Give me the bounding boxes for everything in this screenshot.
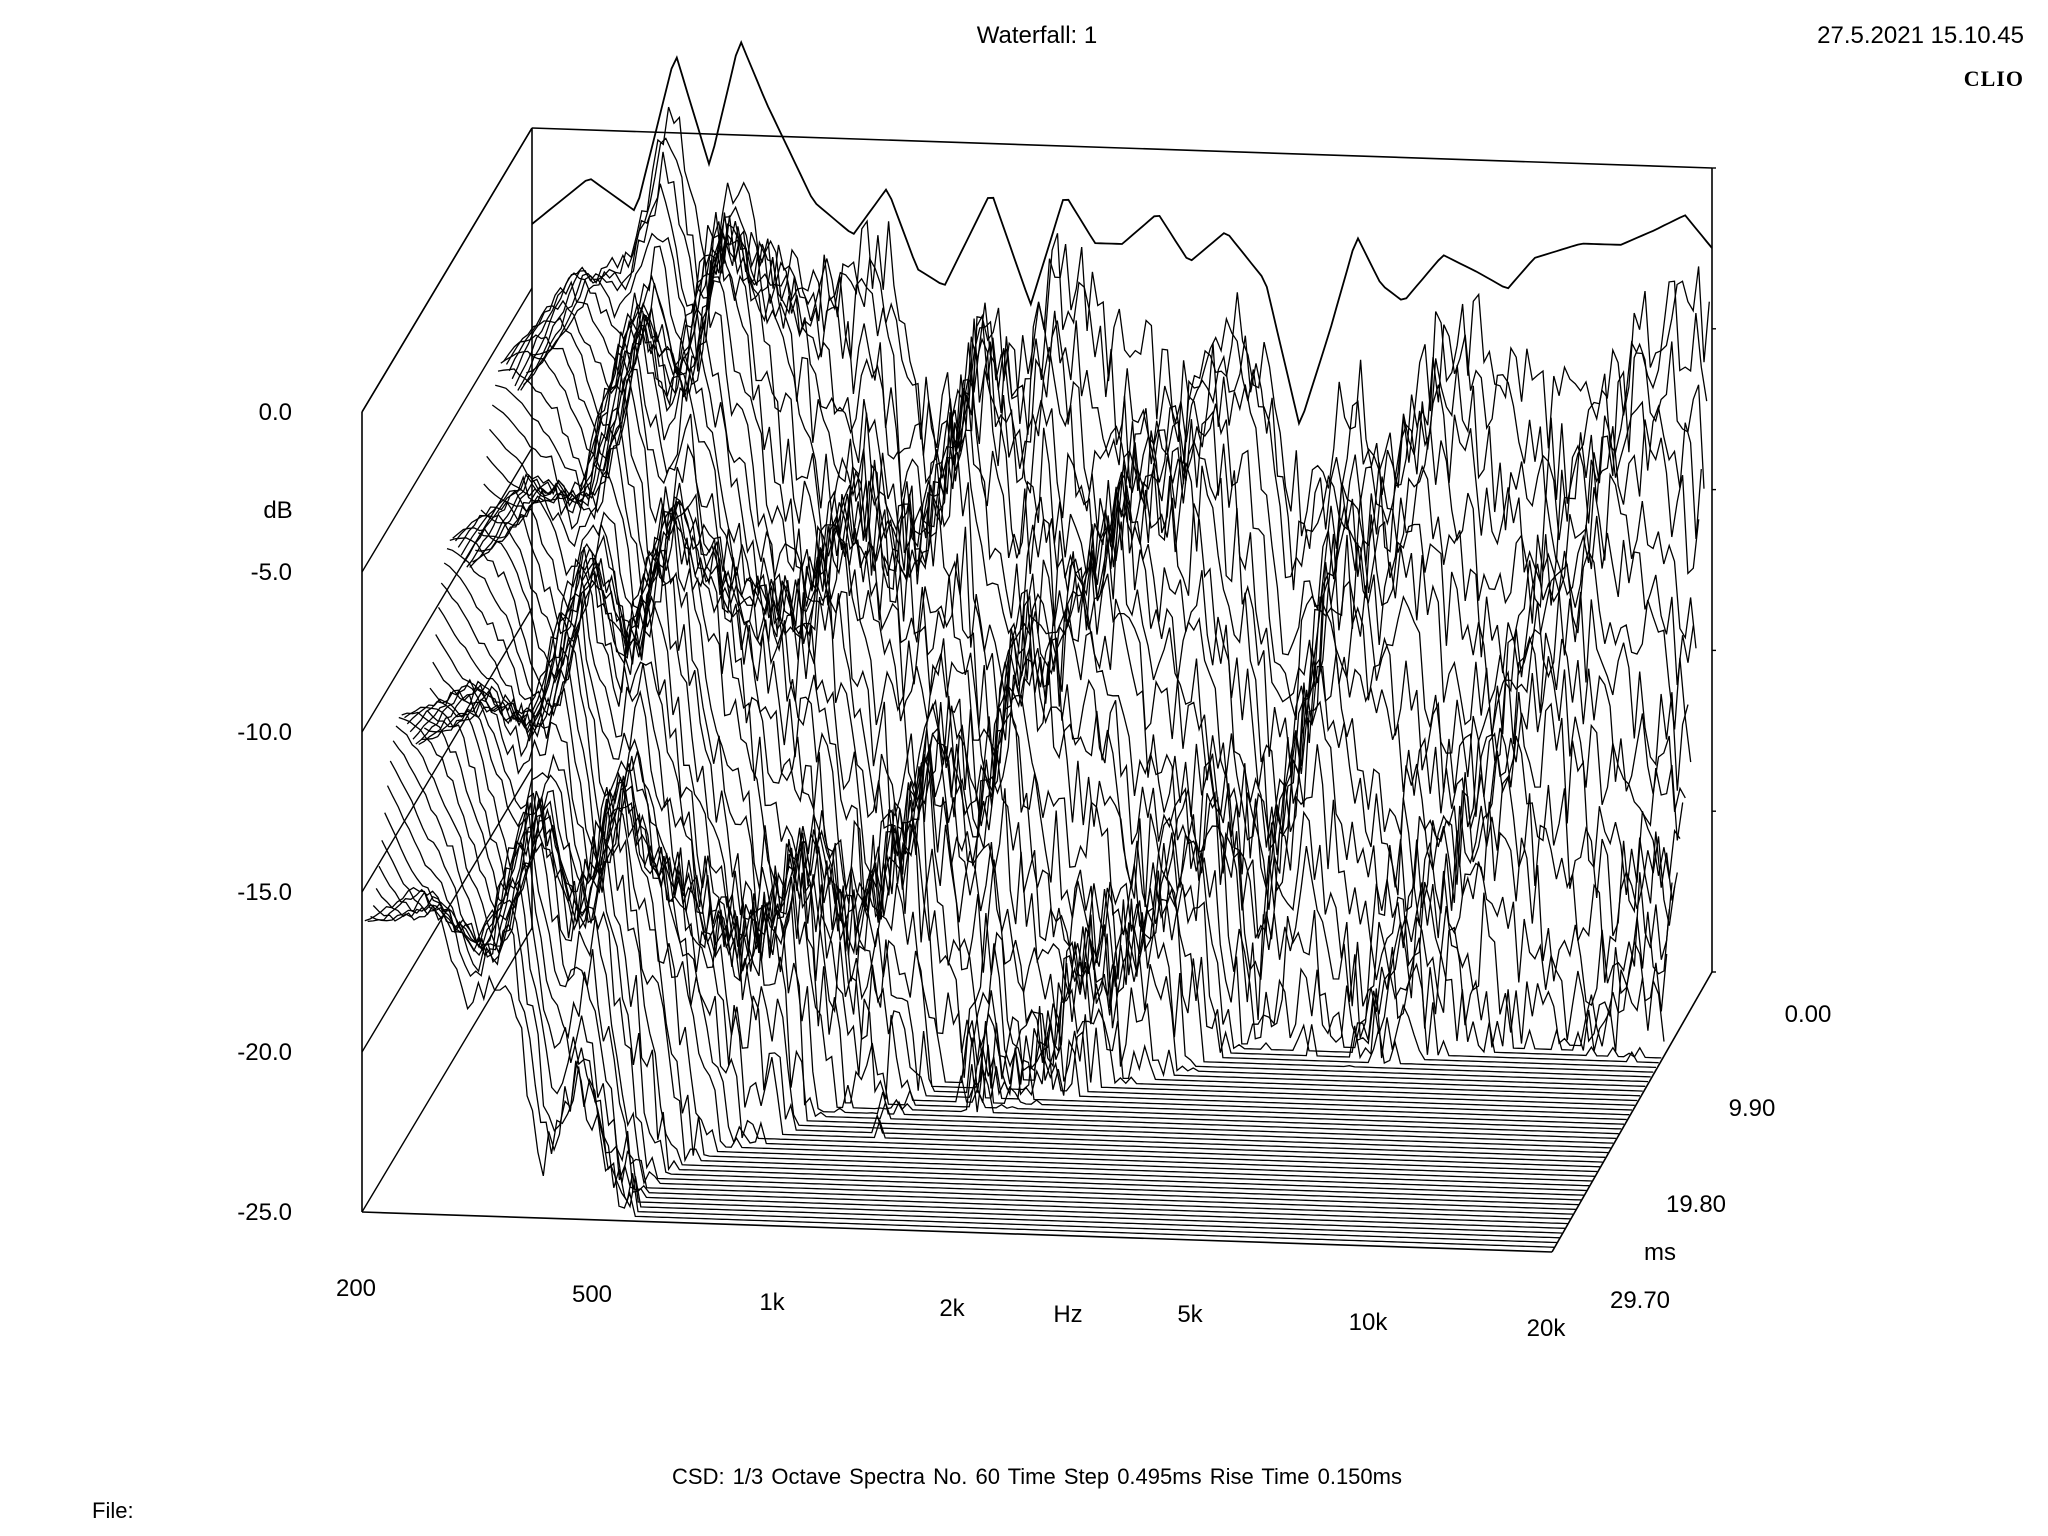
y-axis-label: dB	[263, 497, 292, 524]
z-axis-label: ms	[1644, 1239, 1676, 1266]
left-wall-line	[361, 287, 533, 573]
spectrum-curve	[392, 740, 1582, 1201]
spectrum-curve	[435, 558, 1622, 1130]
spectrum-curve	[440, 542, 1627, 1121]
left-wall-line	[361, 607, 533, 893]
y-tick-label: -15.0	[237, 879, 292, 906]
spectrum-curve	[378, 818, 1569, 1225]
spectrum-curve	[432, 565, 1619, 1135]
z-tick-label: 9.90	[1729, 1095, 1776, 1122]
frame-back-top-edge	[531, 127, 1713, 169]
spectrum-curve	[421, 646, 1609, 1154]
spectrum-curve	[367, 888, 1558, 1244]
spectrum-curve	[477, 351, 1662, 1059]
spectrum-curve	[426, 611, 1614, 1144]
spectrum-curve	[531, 40, 1713, 427]
brand-logo: CLIO	[1963, 66, 2024, 91]
file-label: File:	[92, 1498, 134, 1523]
spectra-group	[364, 40, 1713, 1248]
y-tick-label: -20.0	[237, 1039, 292, 1066]
y-tick-label: -5.0	[251, 559, 292, 586]
y-tick-label: -10.0	[237, 719, 292, 746]
measurement-info: CSD: 1/3 Octave Spectra No. 60 Time Step…	[672, 1464, 1402, 1489]
spectrum-curve	[418, 680, 1606, 1158]
z-tick-label: 29.70	[1610, 1287, 1670, 1314]
spectrum-curve	[475, 369, 1659, 1064]
spectrum-curve	[514, 212, 1697, 703]
spectrum-curve	[469, 434, 1654, 1073]
spectrum-curve	[381, 801, 1571, 1220]
x-tick-label: 2k	[939, 1295, 965, 1322]
z-tick-label: 0.00	[1785, 1001, 1832, 1028]
z-tick-label: 19.80	[1666, 1191, 1726, 1218]
spectrum-curve	[409, 689, 1598, 1173]
spectrum-curve	[520, 183, 1702, 656]
spectrum-curve	[415, 678, 1603, 1163]
y-tick-label: 0.0	[259, 399, 292, 426]
frame-bottom-edge	[361, 1211, 1553, 1253]
spectrum-curve	[503, 224, 1686, 856]
y-tick-label: -25.0	[237, 1199, 292, 1226]
spectrum-curve	[500, 244, 1684, 841]
x-tick-label: 200	[336, 1275, 376, 1302]
spectrum-curve	[404, 706, 1593, 1182]
spectrum-curve	[523, 151, 1705, 579]
spectrum-curve	[389, 760, 1579, 1206]
timestamp: 27.5.2021 15.10.45	[1817, 22, 2024, 49]
spectrum-curve	[429, 593, 1617, 1140]
left-wall-line	[361, 767, 533, 1053]
spectrum-curve	[463, 475, 1649, 1083]
spectrum-curve	[495, 255, 1678, 937]
left-wall-line	[361, 927, 533, 1213]
axis-labels: 0.0 -5.0 -10.0 -15.0 -20.0 -25.0 dB 200 500 1k 2k 5…	[237, 399, 1831, 1342]
spectrum-curve	[483, 320, 1668, 1047]
x-tick-label: 10k	[1349, 1309, 1389, 1336]
spectrum-curve	[449, 537, 1635, 1106]
spectrum-curve	[508, 215, 1692, 834]
spectrum-curve	[497, 272, 1681, 895]
spectrum-curve	[406, 698, 1595, 1177]
spectrum-curve	[480, 331, 1665, 1052]
x-axis-label: Hz	[1053, 1301, 1082, 1328]
spectrum-curve	[364, 886, 1555, 1248]
spectrum-curve	[443, 543, 1630, 1116]
x-tick-label: 5k	[1177, 1301, 1203, 1328]
spectrum-curve	[401, 711, 1590, 1187]
spectrum-curve	[372, 878, 1563, 1234]
spectrum-curve	[452, 503, 1638, 1102]
spectrum-curve	[437, 546, 1625, 1125]
left-wall-line	[361, 127, 533, 413]
x-tick-label: 20k	[1527, 1315, 1567, 1342]
spectrum-curve	[529, 106, 1710, 537]
spectrum-curve	[472, 406, 1657, 1069]
spectrum-curve	[505, 212, 1689, 852]
spectrum-curve	[384, 802, 1574, 1215]
chart-wall-lines	[361, 127, 1716, 1213]
chart-title: Waterfall: 1	[976, 22, 1098, 49]
spectrum-curve	[386, 785, 1577, 1211]
x-tick-label: 1k	[759, 1289, 785, 1316]
x-tick-label: 500	[572, 1281, 612, 1308]
spectrum-curve	[375, 840, 1566, 1229]
spectrum-curve	[489, 292, 1673, 1007]
spectrum-curve	[491, 302, 1676, 983]
spectrum-curve	[446, 545, 1633, 1111]
